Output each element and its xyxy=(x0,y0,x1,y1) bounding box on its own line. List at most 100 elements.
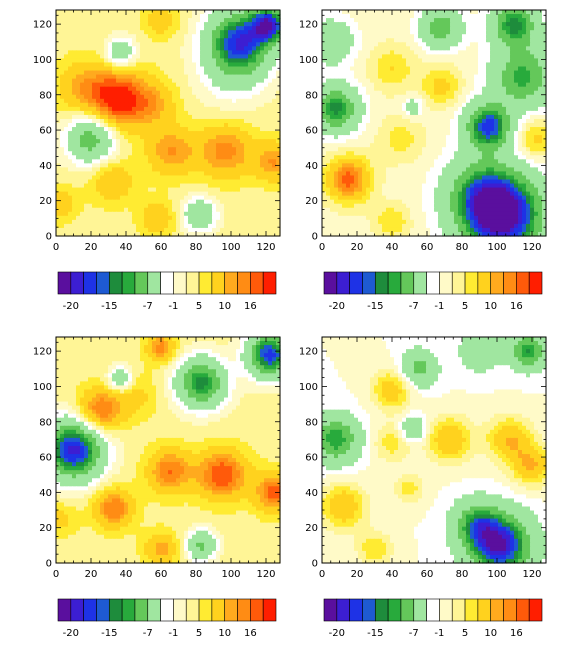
contour-cell xyxy=(72,192,77,197)
contour-cell xyxy=(454,58,459,63)
contour-cell xyxy=(164,91,169,96)
contour-cell xyxy=(224,38,229,43)
contour-cell xyxy=(68,10,73,15)
contour-cell xyxy=(506,119,511,124)
contour-cell xyxy=(256,54,261,59)
contour-cell xyxy=(124,200,129,205)
contour-cell xyxy=(172,224,177,229)
contour-cell xyxy=(108,87,113,92)
contour-cell xyxy=(64,75,69,80)
contour-cell xyxy=(136,95,141,100)
contour-cell xyxy=(374,107,379,112)
contour-cell xyxy=(382,95,387,100)
contour-cell xyxy=(156,220,161,225)
contour-cell xyxy=(370,115,375,120)
contour-cell xyxy=(534,26,539,31)
contour-cell xyxy=(358,42,363,47)
contour-cell xyxy=(124,184,129,189)
contour-cell xyxy=(470,22,475,27)
contour-cell xyxy=(184,67,189,72)
contour-cell xyxy=(188,127,193,132)
contour-cell xyxy=(450,71,455,76)
contour-cell xyxy=(216,139,221,144)
contour-cell xyxy=(108,91,113,96)
contour-cell xyxy=(64,99,69,104)
contour-cell xyxy=(354,123,359,128)
contour-cell xyxy=(260,139,265,144)
contour-cell xyxy=(212,22,217,27)
contour-cell xyxy=(80,79,85,84)
contour-cell xyxy=(248,220,253,225)
contour-cell xyxy=(68,200,73,205)
contour-cell xyxy=(450,22,455,27)
contour-cell xyxy=(474,99,479,104)
contour-cell xyxy=(236,119,241,124)
contour-cell xyxy=(112,58,117,63)
contour-cell xyxy=(168,75,173,80)
contour-cell xyxy=(498,71,503,76)
contour-cell xyxy=(184,34,189,39)
contour-cell xyxy=(112,46,117,51)
contour-cell xyxy=(84,147,89,152)
contour-cell xyxy=(224,67,229,72)
contour-cell xyxy=(132,123,137,128)
contour-cell xyxy=(220,22,225,27)
contour-cell xyxy=(458,107,463,112)
contour-cell xyxy=(196,184,201,189)
contour-cell xyxy=(64,87,69,92)
contour-cell xyxy=(530,99,535,104)
contour-cell xyxy=(334,62,339,67)
contour-cell xyxy=(438,14,443,19)
contour-cell xyxy=(330,115,335,120)
contour-cell xyxy=(104,228,109,233)
contour-cell xyxy=(160,22,165,27)
contour-cell xyxy=(458,54,463,59)
contour-cell xyxy=(60,99,65,104)
contour-cell xyxy=(478,103,483,108)
contour-cell xyxy=(398,83,403,88)
contour-cell xyxy=(96,62,101,67)
contour-cell xyxy=(232,111,237,116)
contour-cell xyxy=(526,87,531,92)
contour-cell xyxy=(240,220,245,225)
contour-cell xyxy=(268,50,273,55)
contour-cell xyxy=(518,115,523,120)
contour-cell xyxy=(486,123,491,128)
contour-cell xyxy=(108,123,113,128)
contour-cell xyxy=(358,62,363,67)
contour-cell xyxy=(132,87,137,92)
contour-cell xyxy=(132,204,137,209)
contour-cell xyxy=(220,135,225,140)
contour-cell xyxy=(236,67,241,72)
contour-cell xyxy=(116,196,121,201)
contour-cell xyxy=(418,127,423,132)
contour-cell xyxy=(264,71,269,76)
contour-cell xyxy=(402,22,407,27)
contour-cell xyxy=(498,111,503,116)
contour-cell xyxy=(124,34,129,39)
contour-cell xyxy=(188,22,193,27)
contour-cell xyxy=(200,175,205,180)
contour-cell xyxy=(514,111,519,116)
contour-cell xyxy=(76,46,81,51)
contour-cell xyxy=(196,26,201,31)
contour-cell xyxy=(514,91,519,96)
contour-cell xyxy=(410,30,415,35)
contour-cell xyxy=(112,95,117,100)
contour-cell xyxy=(454,46,459,51)
contour-cell xyxy=(72,14,77,19)
contour-cell xyxy=(232,83,237,88)
contour-cell xyxy=(80,220,85,225)
contour-cell xyxy=(80,99,85,104)
contour-cell xyxy=(192,127,197,132)
contour-cell xyxy=(144,67,149,72)
contour-cell xyxy=(220,26,225,31)
contour-cell xyxy=(212,75,217,80)
contour-cell xyxy=(84,212,89,217)
contour-cell xyxy=(92,216,97,221)
contour-cell xyxy=(200,208,205,213)
contour-cell xyxy=(430,127,435,132)
contour-cell xyxy=(168,220,173,225)
contour-cell xyxy=(410,42,415,47)
contour-cell xyxy=(342,107,347,112)
